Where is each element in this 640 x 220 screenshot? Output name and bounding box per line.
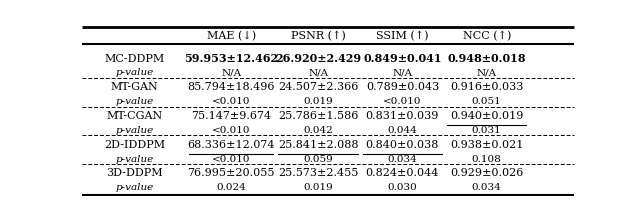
Text: 0.042: 0.042 xyxy=(303,126,333,135)
Text: 0.044: 0.044 xyxy=(388,126,417,135)
Text: PSNR (↑): PSNR (↑) xyxy=(291,31,346,41)
Text: 0.019: 0.019 xyxy=(303,183,333,192)
Text: 0.031: 0.031 xyxy=(472,126,502,135)
Text: 0.024: 0.024 xyxy=(216,183,246,192)
Text: 76.995±20.055: 76.995±20.055 xyxy=(188,169,275,178)
Text: 0.789±0.043: 0.789±0.043 xyxy=(366,82,439,92)
Text: 0.916±0.033: 0.916±0.033 xyxy=(450,82,524,92)
Text: 0.948±0.018: 0.948±0.018 xyxy=(447,53,526,64)
Text: 0.849±0.041: 0.849±0.041 xyxy=(363,53,442,64)
Text: 0.824±0.044: 0.824±0.044 xyxy=(365,169,439,178)
Text: p-value: p-value xyxy=(115,97,154,106)
Text: 3D-DDPM: 3D-DDPM xyxy=(106,169,163,178)
Text: 0.059: 0.059 xyxy=(303,155,333,163)
Text: p-value: p-value xyxy=(115,126,154,135)
Text: 59.953±12.462: 59.953±12.462 xyxy=(184,53,278,64)
Text: N/A: N/A xyxy=(221,68,241,77)
Text: N/A: N/A xyxy=(392,68,412,77)
Text: <0.010: <0.010 xyxy=(212,155,250,163)
Text: 25.573±2.455: 25.573±2.455 xyxy=(278,169,358,178)
Text: 24.507±2.366: 24.507±2.366 xyxy=(278,82,358,92)
Text: MT-CGAN: MT-CGAN xyxy=(106,111,163,121)
Text: N/A: N/A xyxy=(308,68,328,77)
Text: NCC (↑): NCC (↑) xyxy=(463,31,511,41)
Text: 0.034: 0.034 xyxy=(472,183,502,192)
Text: 85.794±18.496: 85.794±18.496 xyxy=(188,82,275,92)
Text: 0.940±0.019: 0.940±0.019 xyxy=(450,111,524,121)
Text: p-value: p-value xyxy=(115,68,154,77)
Text: p-value: p-value xyxy=(115,183,154,192)
Text: <0.010: <0.010 xyxy=(212,126,250,135)
Text: MAE (↓): MAE (↓) xyxy=(207,31,256,41)
Text: MC-DDPM: MC-DDPM xyxy=(104,53,164,64)
Text: 0.051: 0.051 xyxy=(472,97,502,106)
Text: <0.010: <0.010 xyxy=(212,97,250,106)
Text: 0.840±0.038: 0.840±0.038 xyxy=(365,140,439,150)
Text: 0.019: 0.019 xyxy=(303,97,333,106)
Text: 0.831±0.039: 0.831±0.039 xyxy=(365,111,439,121)
Text: <0.010: <0.010 xyxy=(383,97,422,106)
Text: SSIM (↑): SSIM (↑) xyxy=(376,31,429,41)
Text: 26.920±2.429: 26.920±2.429 xyxy=(275,53,361,64)
Text: 0.929±0.026: 0.929±0.026 xyxy=(450,169,524,178)
Text: p-value: p-value xyxy=(115,155,154,163)
Text: N/A: N/A xyxy=(477,68,497,77)
Text: 25.841±2.088: 25.841±2.088 xyxy=(278,140,358,150)
Text: 0.034: 0.034 xyxy=(388,155,417,163)
Text: MT-GAN: MT-GAN xyxy=(111,82,159,92)
Text: 75.147±9.674: 75.147±9.674 xyxy=(191,111,271,121)
Text: 68.336±12.074: 68.336±12.074 xyxy=(188,140,275,150)
Text: 0.938±0.021: 0.938±0.021 xyxy=(450,140,524,150)
Text: 2D-IDDPM: 2D-IDDPM xyxy=(104,140,165,150)
Text: 0.108: 0.108 xyxy=(472,155,502,163)
Text: 0.030: 0.030 xyxy=(388,183,417,192)
Text: 25.786±1.586: 25.786±1.586 xyxy=(278,111,358,121)
